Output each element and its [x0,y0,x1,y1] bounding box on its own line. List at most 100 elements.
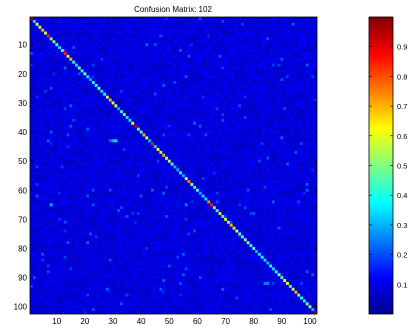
matrix-cell [204,148,208,151]
matrix-cell [66,69,70,73]
matrix-cell [55,19,59,23]
matrix-cell [305,156,309,160]
matrix-cell [257,81,261,85]
matrix-cell [198,130,202,134]
matrix-cell [30,78,33,82]
matrix-cell [120,136,123,140]
matrix-cell [260,49,264,52]
matrix-cell [207,57,211,61]
matrix-cell [215,40,219,44]
matrix-cell [179,104,182,108]
matrix-cell [97,28,101,32]
matrix-cell [80,72,84,76]
matrix-cell [226,66,230,70]
matrix-cell [94,66,98,70]
matrix-cell [105,86,109,90]
matrix-cell [32,113,36,117]
matrix-cell [269,46,273,50]
matrix-cell [243,86,247,90]
matrix-cell [55,150,59,154]
matrix-cell [60,54,64,58]
matrix-cell [210,148,213,151]
matrix-cell [80,95,84,99]
matrix-cell [198,133,202,137]
matrix-cell [94,78,98,82]
matrix-cell [269,81,273,85]
matrix-cell [283,153,287,157]
matrix-cell [266,150,270,154]
matrix-cell [190,54,194,58]
matrix-cell [83,69,87,73]
matrix-cell [238,124,242,128]
matrix-cell [232,72,236,76]
matrix-cell [184,40,188,44]
matrix-cell [165,43,168,47]
matrix-cell [117,63,121,67]
matrix-cell [165,136,168,140]
matrix-cell [173,139,177,143]
matrix-cell [69,66,73,70]
matrix-cell [196,37,199,41]
matrix-cell [249,72,253,76]
matrix-cell [108,153,112,157]
matrix-cell [246,54,250,58]
matrix-cell [139,57,143,61]
matrix-cell [103,110,107,114]
matrix-cell [215,153,219,157]
matrix-cell [212,60,216,64]
matrix-cell [46,139,50,143]
matrix-cell [269,22,273,26]
matrix-cell [145,145,149,149]
matrix-cell [181,156,185,160]
matrix-cell [170,92,174,96]
matrix-cell [232,124,236,128]
matrix-cell [122,66,126,70]
matrix-cell [266,136,270,140]
matrix-cell [187,72,191,76]
matrix-cell [100,72,104,76]
matrix-cell [274,78,278,82]
matrix-cell [52,121,56,125]
matrix-cell [105,127,109,131]
matrix-cell [190,133,194,137]
matrix-cell [207,34,211,38]
matrix-cell [38,139,42,143]
matrix-cell [145,78,149,82]
matrix-cell [100,51,104,55]
matrix-cell [91,142,95,146]
matrix-cell [173,46,177,50]
matrix-cell [114,98,118,102]
matrix-cell [300,22,303,26]
matrix-cell [179,51,182,55]
matrix-cell [69,156,73,160]
matrix-cell [153,139,157,143]
matrix-cell [114,148,118,151]
matrix-cell [271,51,275,55]
matrix-cell [257,104,261,108]
matrix-cell [283,40,287,44]
matrix-cell [108,25,112,29]
matrix-cell [136,51,140,55]
matrix-cell [35,156,39,160]
matrix-cell [241,25,244,29]
matrix-cell [260,46,264,50]
matrix-cell [125,51,129,55]
matrix-cell [41,150,45,154]
matrix-cell [286,101,289,105]
matrix-cell [156,66,160,70]
matrix-cell [103,63,107,67]
matrix-cell [274,124,278,128]
matrix-cell [210,130,213,134]
matrix-cell [97,159,101,163]
matrix-cell [266,156,270,160]
matrix-cell [176,69,180,73]
matrix-cell [277,25,281,29]
matrix-cell [181,95,185,99]
matrix-cell [286,66,289,70]
matrix-cell [196,130,199,134]
matrix-cell [75,110,78,114]
matrix-cell [224,43,228,47]
matrix-cell [218,98,222,102]
matrix-cell [235,116,239,119]
matrix-cell [156,98,160,102]
